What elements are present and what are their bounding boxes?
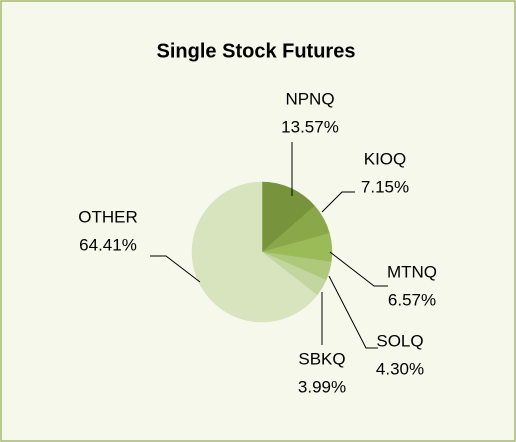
slice-value: 6.57%: [388, 290, 436, 309]
slice-value: 3.99%: [298, 377, 346, 396]
slice-label: SBKQ: [298, 349, 345, 368]
slice-value: 7.15%: [361, 177, 409, 196]
slice-label: SOLQ: [376, 331, 423, 350]
slice-label: KIOQ: [364, 149, 407, 168]
leader-line: [321, 191, 355, 213]
slice-value: 13.57%: [281, 117, 339, 136]
chart-title: Single Stock Futures: [157, 40, 356, 62]
pie-slice: [261, 181, 316, 253]
pie-slice: [191, 181, 318, 323]
slice-label: NPNQ: [285, 89, 334, 108]
leader-line: [328, 275, 378, 349]
slice-label: OTHER: [78, 207, 138, 226]
slice-value: 64.41%: [79, 235, 137, 254]
slice-value: 4.30%: [376, 359, 424, 378]
leader-line: [150, 255, 201, 283]
leader-line: [329, 251, 388, 287]
slice-label: MTNQ: [387, 262, 437, 281]
